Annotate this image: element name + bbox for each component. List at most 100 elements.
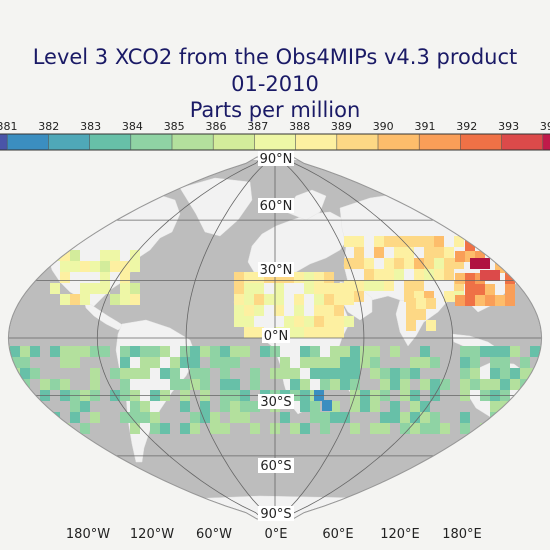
xco2-cell [90,379,100,390]
xco2-cell [322,400,332,411]
xco2-cell [50,423,60,434]
xco2-cell [505,262,515,273]
xco2-cell [404,258,414,269]
xco2-cell [314,305,324,316]
xco2-cell [10,346,20,357]
xco2-cell [220,423,230,434]
latitude-label: 0°N [264,329,289,344]
colorbar [0,133,550,151]
xco2-cell [20,368,30,379]
xco2-cell [460,379,470,390]
xco2-cell [430,423,440,434]
xco2-cell [180,357,190,368]
xco2-cell [440,379,450,390]
xco2-cell [340,357,350,368]
xco2-cell [324,283,334,294]
xco2-cell [380,423,390,434]
xco2-cell [380,412,390,423]
xco2-cell [364,280,374,291]
map-units: Parts per million [189,98,361,122]
xco2-cell [424,291,434,302]
xco2-cell [490,357,500,368]
xco2-cell [70,412,80,423]
colorbar-tick-label: 392 [456,120,477,133]
xco2-cell [406,320,416,331]
colorbar-tick-label: 381 [0,120,18,133]
xco2-cell [390,346,400,357]
xco2-cell [330,379,340,390]
xco2-cell [310,412,320,423]
xco2-cell [190,423,200,434]
xco2-cell [320,368,330,379]
xco2-cell [304,283,314,294]
xco2-cell [430,379,440,390]
xco2-cell [300,423,310,434]
xco2-cell [314,294,324,305]
colorbar-frame [0,133,550,151]
xco2-cell [200,346,210,357]
xco2-cell [274,283,284,294]
xco2-cell [530,412,540,423]
xco2-cell [234,283,244,294]
xco2-cell [210,412,220,423]
xco2-cell [434,269,444,280]
xco2-cell [460,346,470,357]
xco2-cell [250,423,260,434]
xco2-cell [330,401,340,412]
xco2-cell [540,401,542,412]
xco2-cell [424,247,434,258]
xco2-cell [475,284,485,295]
xco2-cell [384,258,394,269]
xco2-cell [230,346,240,357]
xco2-cell [354,280,364,291]
colorbar-segment [295,134,338,150]
xco2-cell [406,309,416,320]
xco2-cell [210,346,220,357]
xco2-cell [370,357,380,368]
xco2-cell [330,368,340,379]
xco2-cell [70,357,80,368]
latitude-label-bg [258,198,294,213]
xco2-cell [180,346,190,357]
xco2-cell [110,368,120,379]
xco2-cell [100,283,110,294]
xco2-cell [475,251,485,262]
xco2-cell [30,346,40,357]
xco2-cell [30,368,40,379]
xco2-cell [230,401,240,412]
colorbar-tick-label: 391 [415,120,436,133]
xco2-cell [350,423,360,434]
xco2-cell [70,346,80,357]
xco2-cell [230,379,240,390]
xco2-cell [20,346,30,357]
xco2-cell [324,294,334,305]
xco2-cell [404,247,414,258]
xco2-cell [170,357,180,368]
xco2-cell [50,283,60,294]
latitude-label-bg [262,328,290,343]
xco2-cell [485,284,495,295]
xco2-cell [314,272,324,283]
xco2-cell [416,309,426,320]
xco2-cell [140,346,150,357]
xco2-cell [8,346,10,357]
xco2-cell [434,236,444,247]
xco2-cell [455,273,465,284]
xco2-cell [10,357,20,368]
xco2-cell [30,412,40,423]
xco2-cell [480,379,490,390]
xco2-cell [100,261,110,272]
latitude-labels: 90°N 60°N 30°N 0°N 30°S 60°S 90°S [258,151,294,522]
colorbar-segment [89,134,132,150]
xco2-cell [140,357,150,368]
xco2-cell [90,412,100,423]
xco2-cell [180,379,190,390]
xco2-cell [300,346,310,357]
xco2-cell [160,423,170,434]
xco2-cell [414,291,424,302]
colorbar-segment [460,134,503,150]
xco2-cell [495,251,505,262]
xco2-cell [90,283,100,294]
xco2-cell [364,269,374,280]
xco2-cell [540,390,542,401]
